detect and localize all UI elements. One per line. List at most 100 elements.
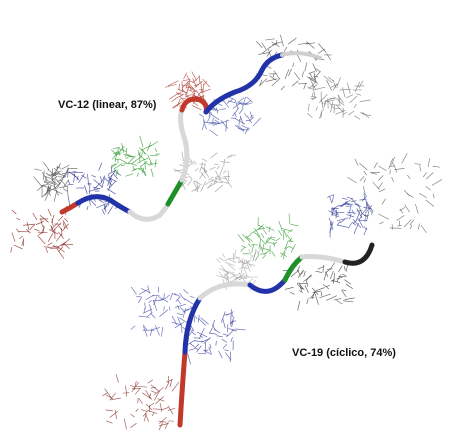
ribbon-vc19-red	[180, 352, 185, 425]
bond-stick	[151, 169, 153, 177]
bond-stick	[150, 304, 152, 312]
ribbon-vc12-red	[62, 203, 78, 212]
bond-stick	[313, 63, 317, 71]
bond-stick	[195, 168, 198, 171]
bond-stick	[68, 197, 69, 206]
bond-stick	[411, 225, 412, 230]
bond-stick	[153, 300, 164, 302]
bond-stick	[354, 104, 357, 108]
bond-stick	[346, 95, 353, 98]
bond-stick	[151, 391, 156, 393]
bond-stick	[226, 331, 232, 337]
bond-stick	[41, 185, 51, 188]
bond-stick	[126, 156, 130, 159]
bond-stick	[352, 210, 355, 214]
structure-label: VC-19 (cíclico, 74%)	[292, 347, 396, 359]
bond-stick	[223, 254, 225, 258]
ribbon-vc12-green	[168, 180, 182, 204]
bond-stick	[323, 284, 329, 289]
bond-stick	[183, 308, 185, 318]
bond-stick	[155, 325, 159, 335]
bond-stick	[172, 316, 177, 325]
bond-stick	[130, 385, 134, 387]
molecular-figure: VC-12 (linear, 87%) VC-19 (cíclico, 74%)	[0, 0, 454, 443]
bond-stick	[165, 295, 170, 299]
page: {"structures": [{"label": "VC-12 (linear…	[0, 0, 454, 443]
bond-stick	[364, 171, 367, 175]
bond-stick	[172, 382, 179, 391]
bond-stick	[192, 72, 197, 81]
bond-stick	[360, 100, 371, 102]
bond-stick	[360, 176, 364, 181]
bond-stick	[215, 185, 223, 192]
bond-stick	[124, 419, 126, 430]
bond-stick	[293, 63, 294, 67]
bond-stick	[217, 259, 220, 263]
bond-stick	[324, 103, 325, 108]
bond-stick	[432, 179, 442, 185]
bond-stick	[63, 189, 67, 192]
bond-stick	[308, 78, 318, 84]
bond-stick	[223, 100, 228, 107]
bond-stick	[225, 259, 229, 261]
bond-stick	[270, 76, 276, 80]
bond-stick	[327, 53, 331, 60]
bond-stick	[105, 389, 112, 398]
bond-stick	[316, 271, 322, 272]
bond-stick	[252, 244, 254, 253]
bond-stick	[202, 159, 207, 162]
bond-stick	[153, 409, 161, 410]
bond-stick	[235, 250, 236, 257]
bond-stick	[130, 423, 136, 427]
bond-stick	[343, 112, 347, 114]
bond-stick	[142, 152, 143, 157]
bond-stick	[263, 248, 269, 250]
bond-stick	[259, 238, 261, 249]
bond-stick	[309, 81, 317, 89]
bond-stick	[355, 159, 358, 166]
bond-stick	[203, 79, 210, 87]
bond-stick	[160, 403, 162, 412]
bond-stick	[415, 204, 418, 214]
bond-stick	[407, 194, 413, 198]
bond-stick	[306, 42, 314, 49]
bond-stick	[210, 333, 218, 334]
bond-stick	[146, 295, 154, 300]
bond-stick	[168, 408, 175, 410]
bond-stick	[235, 118, 245, 124]
bond-stick	[421, 225, 427, 233]
ribbon-vc19-white2	[302, 257, 345, 262]
bond-stick	[344, 266, 345, 270]
bond-stick	[290, 224, 298, 226]
bond-stick	[307, 275, 311, 280]
bond-stick	[378, 183, 383, 189]
bond-stick	[12, 232, 15, 241]
bond-stick	[261, 233, 264, 238]
bond-stick	[330, 196, 332, 203]
bond-stick	[405, 205, 410, 212]
bond-stick	[241, 247, 245, 251]
ribbon-vc19-white	[200, 284, 250, 298]
bond-stick	[220, 181, 228, 184]
bond-stick	[43, 170, 44, 180]
bond-stick	[245, 128, 248, 135]
bond-stick	[242, 246, 247, 248]
bond-stick	[289, 214, 290, 224]
bond-stick	[99, 163, 102, 171]
bond-stick	[182, 152, 184, 161]
bond-stick	[404, 220, 411, 227]
bond-stick	[224, 314, 228, 315]
bond-stick	[140, 158, 148, 161]
bond-stick	[308, 104, 309, 112]
ribbon-vc12-red2	[182, 99, 206, 112]
bond-stick	[330, 262, 334, 269]
bond-stick	[131, 164, 137, 166]
bond-stick	[150, 329, 152, 336]
bond-stick	[151, 327, 160, 329]
bond-stick	[36, 221, 44, 224]
bond-stick	[116, 374, 118, 382]
bond-stick	[173, 103, 180, 108]
bond-stick	[223, 344, 227, 349]
bond-stick	[57, 246, 65, 253]
bond-stick	[144, 308, 145, 312]
